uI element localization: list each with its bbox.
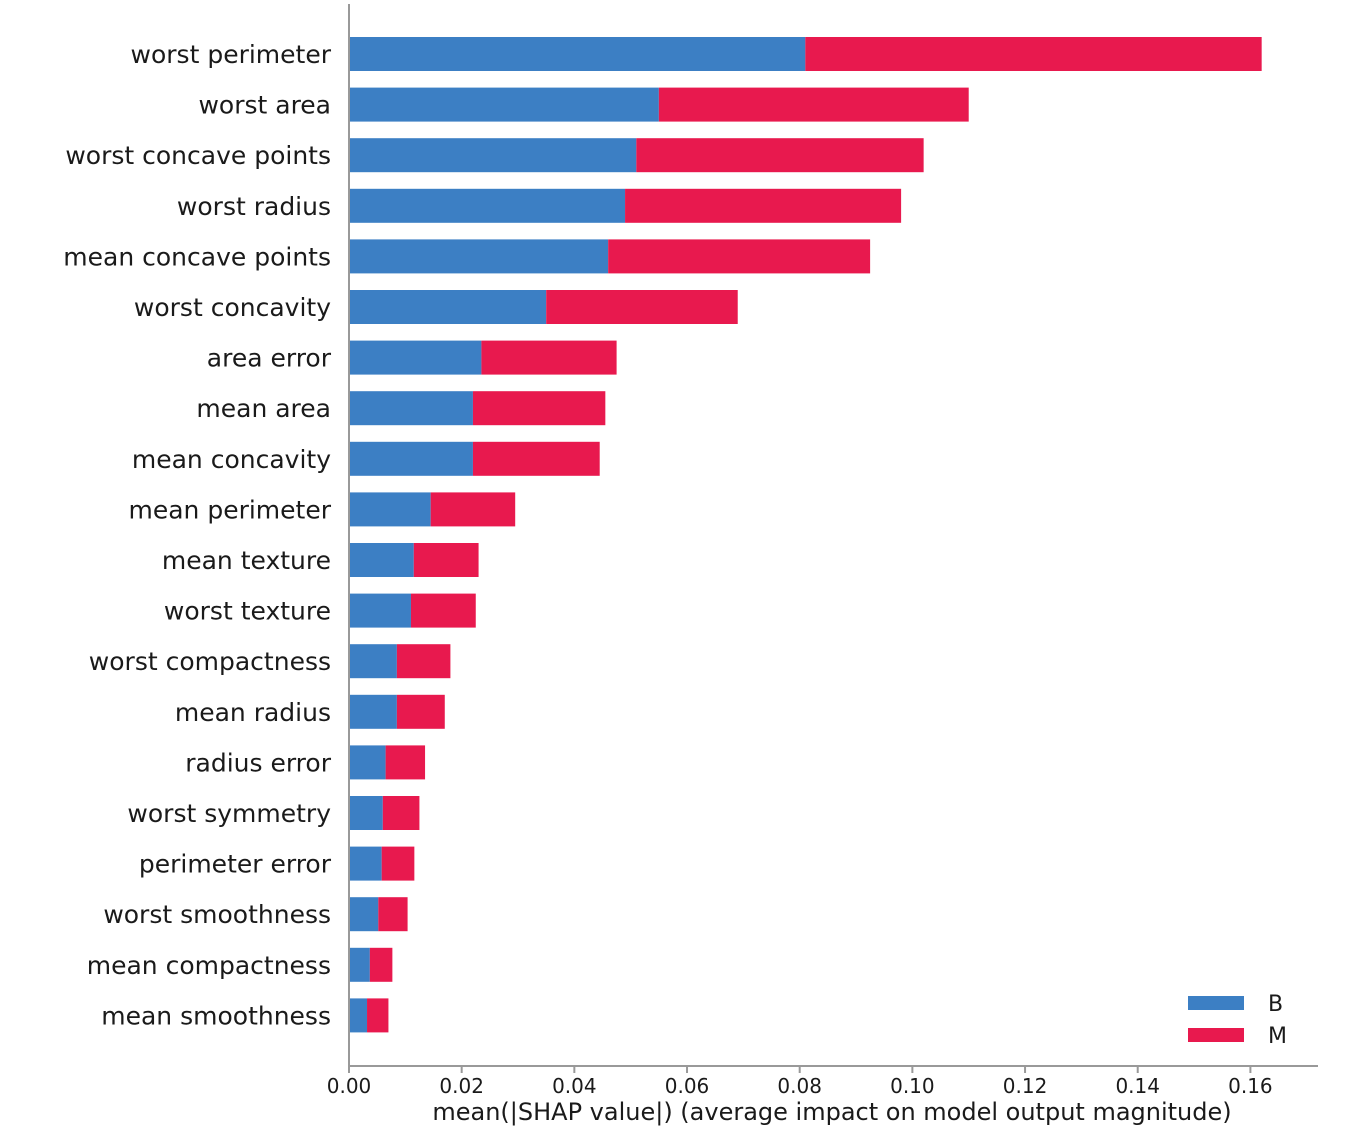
bar-b-8 — [349, 441, 473, 476]
x-tick-label: 0.08 — [777, 1074, 822, 1098]
category-labels-group: worst perimeter worst area worst concave p… — [63, 40, 331, 1030]
category-label: worst smoothness — [103, 900, 331, 929]
category-label: worst concavity — [134, 293, 331, 322]
bar-b-18 — [349, 947, 370, 982]
category-label: mean texture — [162, 546, 331, 575]
x-tick-label: 0.04 — [552, 1074, 597, 1098]
x-tick-label: 0.00 — [327, 1074, 372, 1098]
bar-b-13 — [349, 694, 397, 729]
bar-m-6 — [481, 340, 617, 375]
category-label: mean smoothness — [101, 1001, 331, 1030]
x-tick-label: 0.02 — [439, 1074, 484, 1098]
category-label: perimeter error — [139, 850, 332, 879]
x-tick-label: 0.14 — [1115, 1074, 1160, 1098]
category-label: mean compactness — [87, 951, 331, 980]
legend-label-b: B — [1268, 992, 1283, 1017]
bar-m-5 — [546, 290, 738, 324]
x-tick-label: 0.16 — [1228, 1074, 1273, 1098]
legend: BM — [1188, 992, 1287, 1049]
bar-m-7 — [472, 391, 606, 426]
bar-m-16 — [381, 846, 415, 881]
bar-m-12 — [396, 644, 451, 679]
bar-b-1 — [349, 87, 659, 122]
bar-b-6 — [349, 340, 482, 375]
legend-label-m: M — [1268, 1024, 1287, 1049]
category-label: worst perimeter — [131, 40, 332, 69]
x-tick-label: 0.10 — [890, 1074, 935, 1098]
x-axis-title: mean(|SHAP value|) (average impact on mo… — [432, 1098, 1231, 1126]
x-tick-label: 0.06 — [665, 1074, 710, 1098]
category-label: worst texture — [164, 597, 331, 626]
category-label: worst radius — [177, 192, 331, 221]
bar-b-4 — [349, 239, 609, 274]
bar-m-15 — [382, 796, 420, 830]
bar-b-12 — [349, 644, 397, 679]
bar-b-2 — [349, 138, 637, 173]
bar-m-17 — [378, 897, 408, 932]
category-label: mean concave points — [63, 242, 331, 271]
category-label: mean area — [196, 394, 331, 423]
legend-swatch-m — [1188, 1028, 1244, 1042]
bar-m-8 — [472, 441, 600, 476]
category-label: area error — [207, 344, 332, 373]
bar-b-9 — [349, 492, 431, 527]
bars-group — [349, 37, 1262, 1033]
bar-b-15 — [349, 796, 383, 830]
bar-m-14 — [385, 745, 426, 780]
bar-m-13 — [396, 694, 445, 729]
bar-b-11 — [349, 593, 411, 628]
bar-b-14 — [349, 745, 386, 780]
bar-m-9 — [430, 492, 516, 527]
category-label: worst area — [198, 91, 331, 120]
bar-m-3 — [625, 188, 902, 223]
bar-b-5 — [349, 290, 547, 324]
x-ticks-group: 0.00 0.02 0.04 0.06 0.08 0.10 0.12 0.14 0.16 — [327, 1066, 1273, 1098]
bar-m-1 — [658, 87, 969, 122]
bar-b-0 — [349, 37, 806, 71]
bar-m-11 — [410, 593, 476, 628]
bar-m-2 — [636, 138, 924, 173]
bar-b-3 — [349, 188, 626, 223]
category-label: mean radius — [175, 698, 331, 727]
x-tick-label: 0.12 — [1003, 1074, 1048, 1098]
legend-swatch-b — [1188, 996, 1244, 1010]
bar-m-4 — [608, 239, 871, 274]
bar-b-7 — [349, 391, 473, 426]
category-label: mean perimeter — [128, 495, 331, 524]
bar-b-10 — [349, 543, 414, 577]
bar-b-17 — [349, 897, 379, 932]
category-label: radius error — [185, 748, 331, 777]
category-label: worst symmetry — [127, 799, 331, 828]
category-label: mean concavity — [132, 445, 331, 474]
bar-m-19 — [367, 998, 389, 1033]
bar-b-19 — [349, 998, 368, 1033]
bar-m-10 — [413, 543, 479, 577]
bar-b-16 — [349, 846, 382, 881]
bar-m-0 — [805, 37, 1262, 71]
category-label: worst compactness — [89, 647, 331, 676]
category-label: worst concave points — [65, 141, 331, 170]
bar-m-18 — [369, 947, 393, 982]
